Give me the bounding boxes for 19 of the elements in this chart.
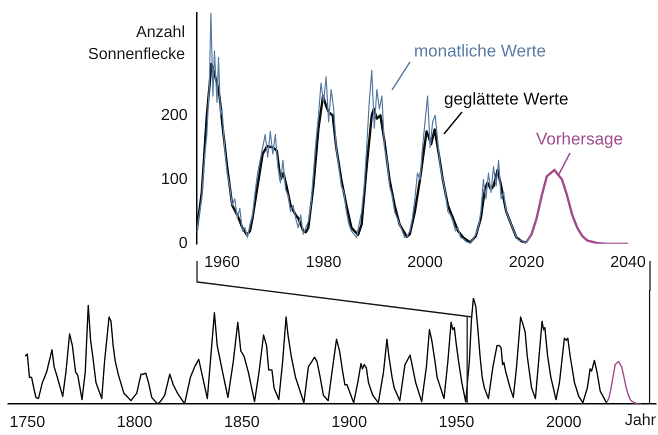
x-tick-label: 1960 xyxy=(204,254,240,271)
x-tick-label: 1750 xyxy=(10,414,46,431)
series-label: geglättete Werte xyxy=(444,90,568,109)
text: monatliche Werte xyxy=(414,42,546,61)
y-tick-label: 0 xyxy=(178,235,188,252)
x-tick-label: 2000 xyxy=(546,414,582,431)
x-tick-label: 1800 xyxy=(116,414,152,431)
x-tick-label: 1900 xyxy=(331,414,368,431)
x-tick-label: 2040 xyxy=(610,254,646,271)
x-tick-label: 1950 xyxy=(438,414,474,431)
series-label: Vorhersage xyxy=(536,130,623,149)
x-tick-label: 1850 xyxy=(224,414,260,431)
y-tick-label: 200 xyxy=(160,106,188,124)
x-tick-label: 2000 xyxy=(407,254,443,271)
x-axis-title: Jahr xyxy=(624,412,657,430)
x-tick-label: 1980 xyxy=(306,254,342,271)
y-axis-title: Anzahl Sonnenflecke xyxy=(87,23,185,65)
y-tick-label: 100 xyxy=(160,170,188,188)
x-tick-label: 2020 xyxy=(508,254,544,271)
